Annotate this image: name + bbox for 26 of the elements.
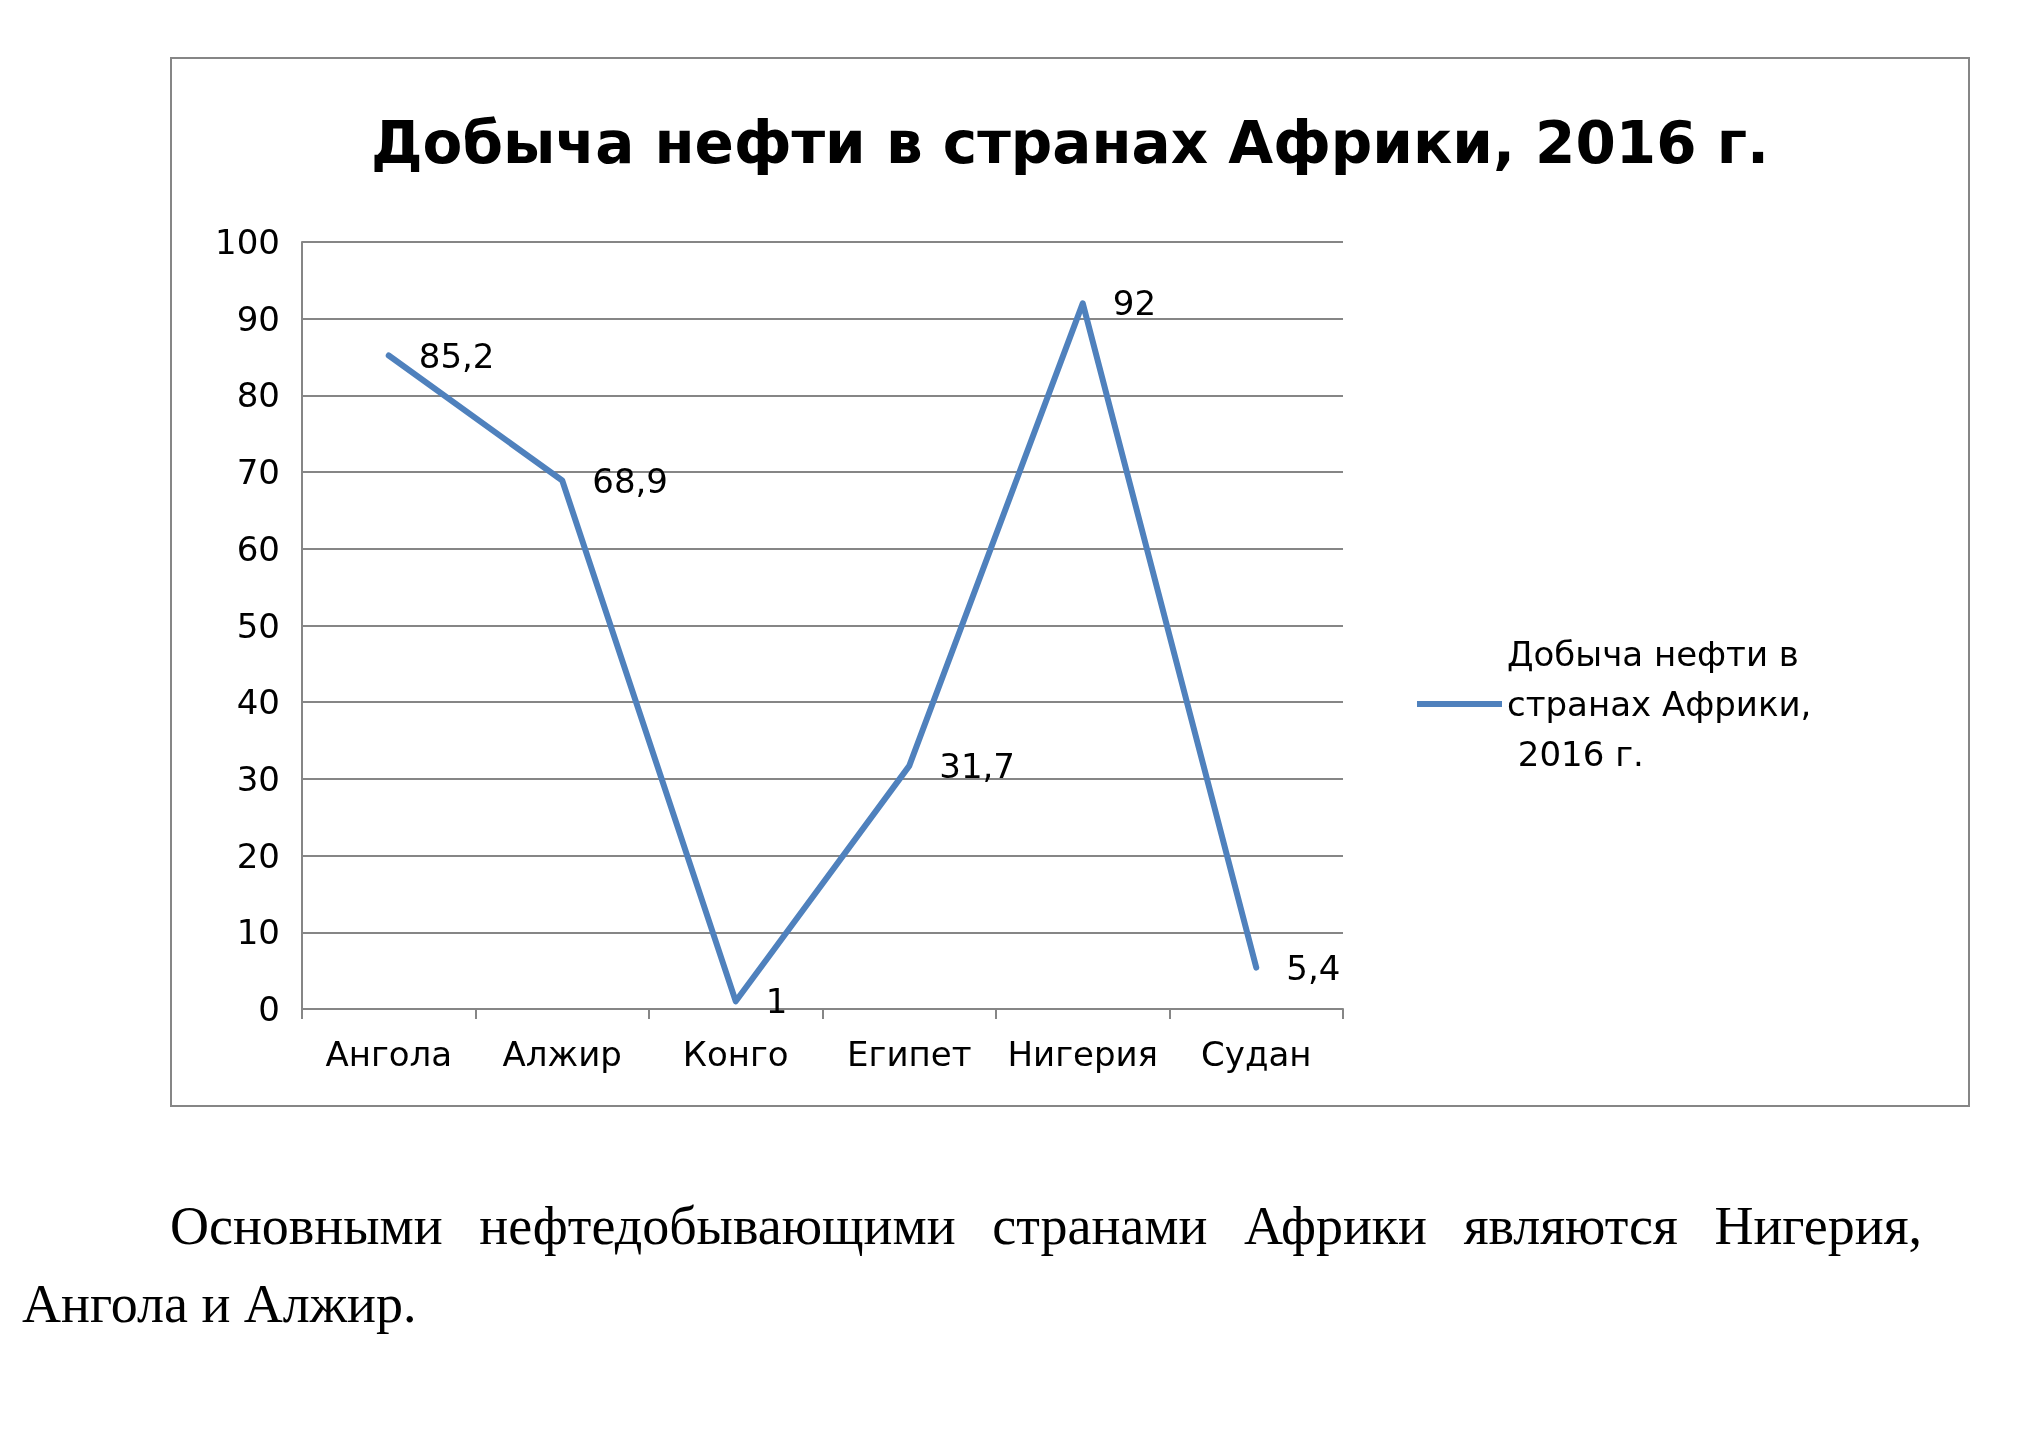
x-tick-label: Нигерия <box>1007 1034 1159 1074</box>
y-tick-label: 20 <box>236 835 280 876</box>
data-label: 68,9 <box>592 460 668 501</box>
y-tick-label: 0 <box>258 989 280 1029</box>
data-label: 1 <box>765 981 788 1022</box>
data-label: 85,2 <box>418 335 495 376</box>
y-tick-label: 100 <box>215 222 280 262</box>
text: Основными нефтедобывающими странами Африки являются Нигерия, Ангола и Алжир. <box>22 1195 1922 1336</box>
data-label: 92 <box>1112 283 1157 324</box>
y-tick-label: 10 <box>236 912 280 953</box>
legend-label: Добыча нефти в странах Африки, 2016 г. <box>1507 634 1812 774</box>
y-tick-label: 80 <box>236 375 280 416</box>
y-tick-label: 50 <box>236 605 280 646</box>
y-tick-label: 60 <box>236 528 280 569</box>
y-tick-label: 70 <box>236 452 280 493</box>
x-tick-label: Конго <box>682 1034 789 1074</box>
x-tick-label: Египет <box>847 1034 972 1074</box>
y-tick-label: 40 <box>236 682 280 723</box>
y-tick-label: 30 <box>236 758 280 799</box>
chart-title: Добыча нефти в странах Африки, 2016 г. <box>370 109 1770 177</box>
y-tick-label: 90 <box>236 298 280 339</box>
x-tick-label: Ангола <box>325 1034 453 1074</box>
data-label: 31,7 <box>939 745 1015 786</box>
data-label: 5,4 <box>1286 947 1341 988</box>
x-tick-label: Алжир <box>502 1034 622 1074</box>
x-tick-label: Судан <box>1201 1034 1312 1074</box>
